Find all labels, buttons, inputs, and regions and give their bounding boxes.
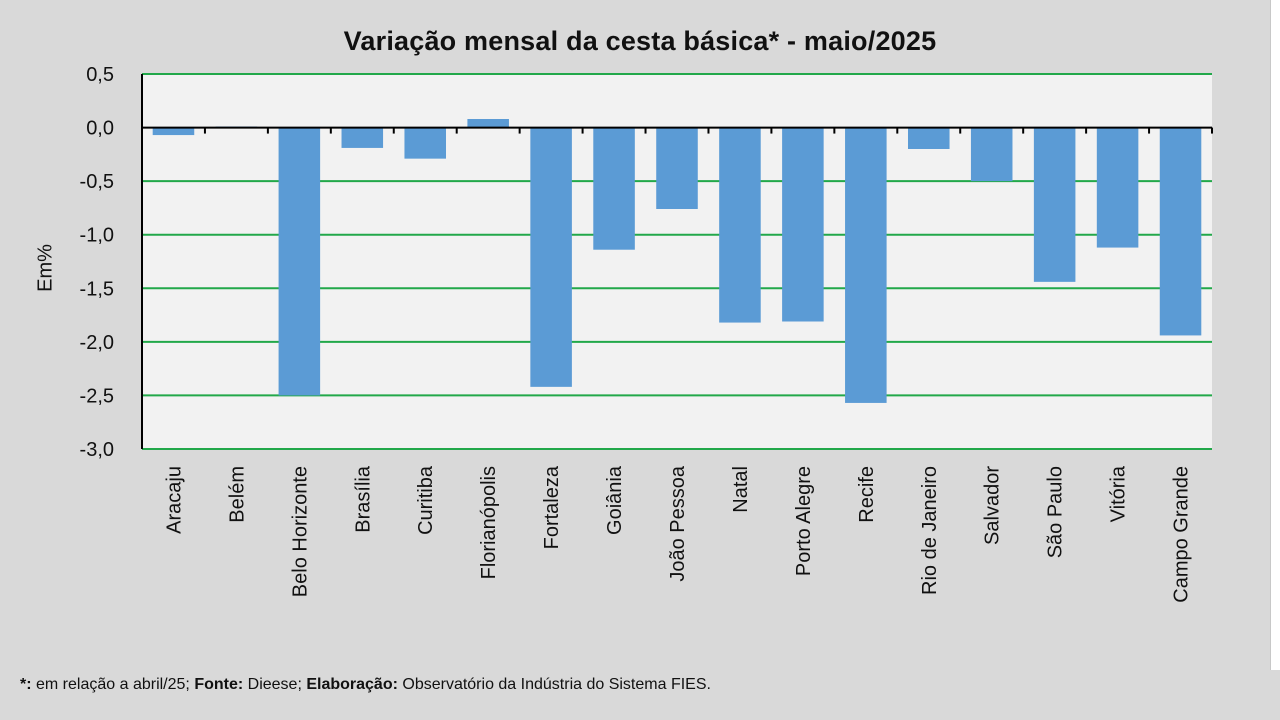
y-tick-label: -2,0 (80, 332, 114, 354)
x-category-label: Goiânia (604, 465, 626, 535)
bar (152, 127, 195, 136)
footnote-star-label: *: (20, 676, 32, 693)
x-category-label: Rio de Janeiro (919, 466, 941, 595)
y-tick-label: -1,0 (80, 225, 114, 247)
footnote: *: em relação a abril/25; Fonte: Dieese;… (20, 676, 711, 694)
chart-title: Variação mensal da cesta básica* - maio/… (343, 26, 937, 56)
footnote-star-text: em relação a abril/25; (31, 676, 195, 693)
bar (404, 127, 447, 159)
y-tick-label: -2,5 (80, 385, 114, 407)
x-category-label: Salvador (982, 466, 1004, 545)
x-category-label: Belo Horizonte (289, 466, 311, 597)
footer-background (0, 670, 1280, 720)
x-category-label: Porto Alegre (793, 466, 815, 576)
bar (656, 127, 698, 209)
x-category-label: Curitiba (415, 465, 437, 535)
x-category-label: Brasília (352, 465, 374, 533)
bar (530, 127, 572, 387)
x-category-label: Fortaleza (541, 465, 563, 549)
bar (970, 127, 1013, 182)
x-category-label: Florianópolis (478, 466, 500, 579)
x-category-label: Aracaju (163, 466, 185, 534)
x-category-label: Campo Grande (1171, 466, 1193, 603)
x-category-label: Natal (730, 466, 752, 513)
bar (593, 127, 635, 250)
bar (341, 127, 384, 148)
bar (719, 127, 761, 323)
bar (1159, 127, 1202, 336)
bar (278, 127, 321, 396)
footnote-elab-text: Observatório da Indústria do Sistema FIE… (397, 676, 711, 693)
y-tick-label: -1,5 (80, 278, 114, 300)
footnote-source-text: Dieese; (243, 676, 307, 693)
x-category-label: Vitória (1108, 465, 1130, 522)
bar (1033, 127, 1076, 282)
x-category-label: Recife (856, 466, 878, 523)
y-tick-label: 0,5 (86, 64, 114, 86)
y-tick-label: 0,0 (86, 118, 114, 140)
x-category-label: São Paulo (1045, 466, 1067, 558)
bar (845, 127, 887, 403)
bar (1096, 127, 1139, 248)
x-category-label: João Pessoa (667, 465, 689, 582)
bar (467, 119, 509, 128)
footnote-elab-label: Elaboração: (306, 676, 398, 693)
bar (782, 127, 824, 322)
x-category-label: Belém (226, 466, 248, 523)
y-tick-label: -0,5 (80, 171, 114, 193)
footnote-source-label: Fonte: (194, 676, 244, 693)
bar (907, 127, 950, 149)
y-tick-label: -3,0 (80, 439, 114, 461)
